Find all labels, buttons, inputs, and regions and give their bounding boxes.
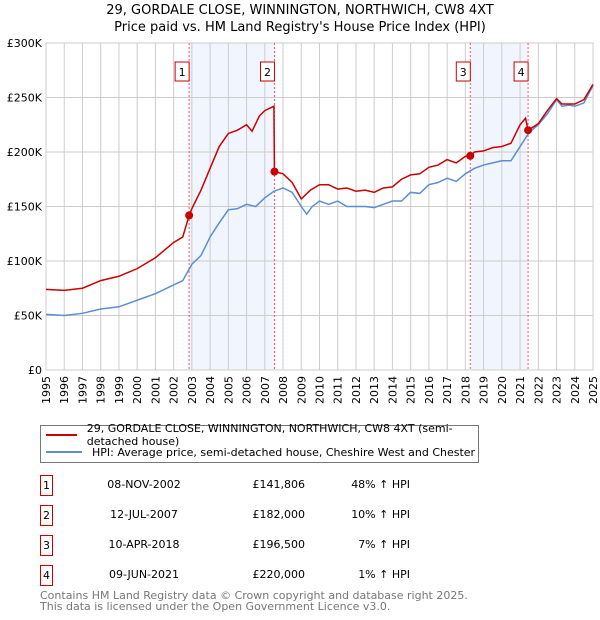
- chart-title: 29, GORDALE CLOSE, WINNINGTON, NORTHWICH…: [106, 3, 494, 18]
- transaction-price: £141,806: [252, 478, 306, 491]
- sale-point: [270, 167, 279, 176]
- transaction-number-badge: 3: [40, 535, 53, 556]
- x-tick-label: 2008: [277, 376, 290, 404]
- transaction-row: 3 10-APR-2018 £196,500 7% ↑ HPI: [40, 535, 440, 556]
- x-tick-label: 2013: [368, 376, 381, 404]
- legend-label: HPI: Average price, semi-detached house,…: [92, 445, 476, 459]
- transaction-hpi-change: 48% ↑ HPI: [351, 478, 410, 491]
- transaction-row: 4 09-JUN-2021 £220,000 1% ↑ HPI: [40, 565, 440, 586]
- marker-label: 4: [518, 66, 525, 79]
- series-line-price: [45, 84, 594, 292]
- y-tick-label: £0: [28, 364, 42, 377]
- x-tick-label: 2002: [168, 376, 181, 404]
- series-line-hpi: [45, 85, 594, 317]
- y-tick-label: £250K: [7, 92, 43, 105]
- transaction-date: 08-NOV-2002: [107, 478, 181, 491]
- transaction-date: 10-APR-2018: [108, 538, 180, 551]
- footer-copyright: Contains HM Land Registry data © Crown c…: [40, 589, 468, 602]
- legend-label: 29, GORDALE CLOSE, WINNINGTON, NORTHWICH…: [86, 422, 453, 448]
- transaction-number-badge: 2: [40, 505, 53, 526]
- x-tick-label: 2010: [314, 376, 327, 404]
- sale-point: [466, 151, 475, 160]
- x-tick-label: 2003: [186, 376, 199, 404]
- x-tick-label: 1996: [58, 376, 71, 404]
- marker-label: 2: [264, 66, 271, 79]
- transaction-number-badge: 1: [40, 475, 53, 496]
- marker-badge: [513, 61, 529, 82]
- transaction-row: 1 08-NOV-2002 £141,806 48% ↑ HPI: [40, 475, 440, 496]
- transaction-number-badge: 4: [40, 565, 53, 586]
- x-tick-label: 2004: [204, 376, 217, 404]
- transaction-price: £220,000: [252, 568, 306, 581]
- x-tick-label: 2022: [532, 376, 545, 404]
- sale-point: [524, 126, 533, 135]
- x-tick-label: 1997: [76, 376, 89, 404]
- x-tick-label: 2007: [259, 376, 272, 404]
- transaction-hpi-change: 10% ↑ HPI: [351, 508, 410, 521]
- x-tick-label: 1999: [113, 376, 126, 404]
- transaction-date: 09-JUN-2021: [108, 568, 180, 581]
- x-tick-label: 2014: [386, 376, 399, 404]
- x-tick-label: 2012: [350, 376, 363, 404]
- x-tick-label: 2023: [551, 376, 564, 404]
- footer-licence: This data is licensed under the Open Gov…: [40, 600, 391, 613]
- y-tick-label: £200K: [7, 146, 43, 159]
- marker-label: 3: [460, 66, 467, 79]
- x-tick-label: 2017: [441, 376, 454, 404]
- x-tick-label: 1995: [40, 376, 53, 404]
- price-chart: 1995 1996 1997 1998 1999 2000 2001 2002 2003 2004…: [7, 37, 600, 404]
- marker-badge: [174, 61, 190, 82]
- marker-badge: [455, 61, 471, 82]
- transaction-hpi-change: 7% ↑ HPI: [358, 538, 410, 551]
- legend: 29, GORDALE CLOSE, WINNINGTON, NORTHWICH…: [40, 422, 479, 463]
- x-tick-label: 2015: [405, 376, 418, 404]
- y-tick-label: £300K: [7, 37, 43, 50]
- transaction-price: £196,500: [252, 538, 306, 551]
- x-tick-label: 2019: [478, 376, 491, 404]
- legend-item-price: 29, GORDALE CLOSE, WINNINGTON, NORTHWICH…: [46, 422, 478, 448]
- x-tick-label: 2018: [459, 376, 472, 404]
- marker-badge: [259, 61, 275, 82]
- x-tick-label: 2006: [241, 376, 254, 404]
- chart-subtitle: Price paid vs. HM Land Registry's House …: [114, 20, 486, 35]
- transaction-price: £182,000: [252, 508, 306, 521]
- transaction-date: 12-JUL-2007: [110, 508, 178, 521]
- y-tick-label: £100K: [7, 255, 43, 268]
- legend-swatch-hpi: [46, 451, 82, 453]
- y-tick-label: £50K: [14, 310, 43, 323]
- x-tick-label: 2025: [587, 376, 600, 404]
- x-tick-label: 2001: [149, 376, 162, 404]
- transaction-hpi-change: 1% ↑ HPI: [358, 568, 410, 581]
- x-tick-label: 1998: [95, 376, 108, 404]
- legend-item-hpi: HPI: Average price, semi-detached house,…: [46, 444, 475, 460]
- x-tick-label: 2011: [332, 376, 345, 404]
- x-tick-label: 2020: [496, 376, 509, 404]
- x-tick-label: 2024: [569, 376, 582, 404]
- plot-frame: [45, 42, 594, 371]
- x-tick-label: 2009: [295, 376, 308, 404]
- x-tick-label: 2016: [423, 376, 436, 404]
- footer: Contains HM Land Registry data © Crown c…: [40, 590, 468, 612]
- y-tick-label: £150K: [7, 201, 43, 214]
- transaction-row: 2 12-JUL-2007 £182,000 10% ↑ HPI: [40, 505, 440, 526]
- marker-label: 1: [179, 66, 186, 79]
- x-tick-label: 2021: [514, 376, 527, 404]
- x-tick-label: 2005: [222, 376, 235, 404]
- x-tick-label: 2000: [131, 376, 144, 404]
- sale-point: [185, 211, 194, 220]
- legend-swatch-price: [46, 434, 77, 436]
